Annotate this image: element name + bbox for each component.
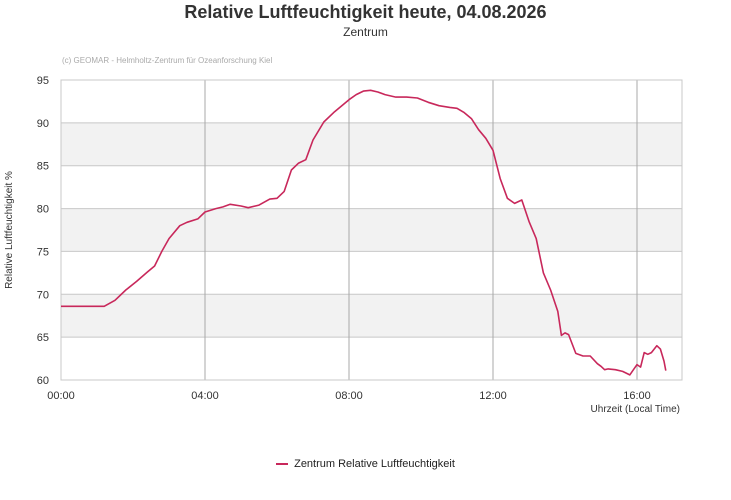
x-tick-label: 08:00 bbox=[335, 390, 363, 402]
x-tick-label: 12:00 bbox=[479, 390, 507, 402]
grid-band bbox=[61, 294, 682, 338]
y-tick-label: 90 bbox=[37, 118, 49, 130]
y-tick-label: 75 bbox=[37, 246, 49, 258]
legend[interactable]: Zentrum Relative Luftfeuchtigkeit bbox=[0, 458, 731, 470]
x-tick-label: 00:00 bbox=[47, 390, 75, 402]
y-tick-label: 95 bbox=[37, 75, 49, 87]
y-tick-label: 70 bbox=[37, 289, 49, 301]
y-tick-label: 85 bbox=[37, 161, 49, 173]
series-line bbox=[61, 89, 667, 376]
y-tick-label: 65 bbox=[37, 332, 49, 344]
y-tick-label: 80 bbox=[37, 204, 49, 216]
x-tick-label: 04:00 bbox=[191, 390, 219, 402]
y-tick-label: 60 bbox=[37, 375, 49, 387]
x-tick-label: 16:00 bbox=[623, 390, 651, 402]
credit-text: (c) GEOMAR - Helmholtz-Zentrum für Ozean… bbox=[62, 56, 273, 65]
y-axis-title: Relative Luftfeuchtigkeit % bbox=[4, 171, 15, 289]
grid-band bbox=[61, 208, 682, 252]
legend-swatch bbox=[276, 463, 289, 466]
x-axis-title: Uhrzeit (Local Time) bbox=[591, 404, 680, 415]
grid-band bbox=[61, 122, 682, 166]
chart-title: Relative Luftfeuchtigkeit heute, 04.08.2… bbox=[184, 2, 547, 22]
chart-subtitle: Zentrum bbox=[343, 25, 388, 39]
legend-label: Zentrum Relative Luftfeuchtigkeit bbox=[294, 458, 455, 470]
plot-border bbox=[60, 79, 683, 381]
